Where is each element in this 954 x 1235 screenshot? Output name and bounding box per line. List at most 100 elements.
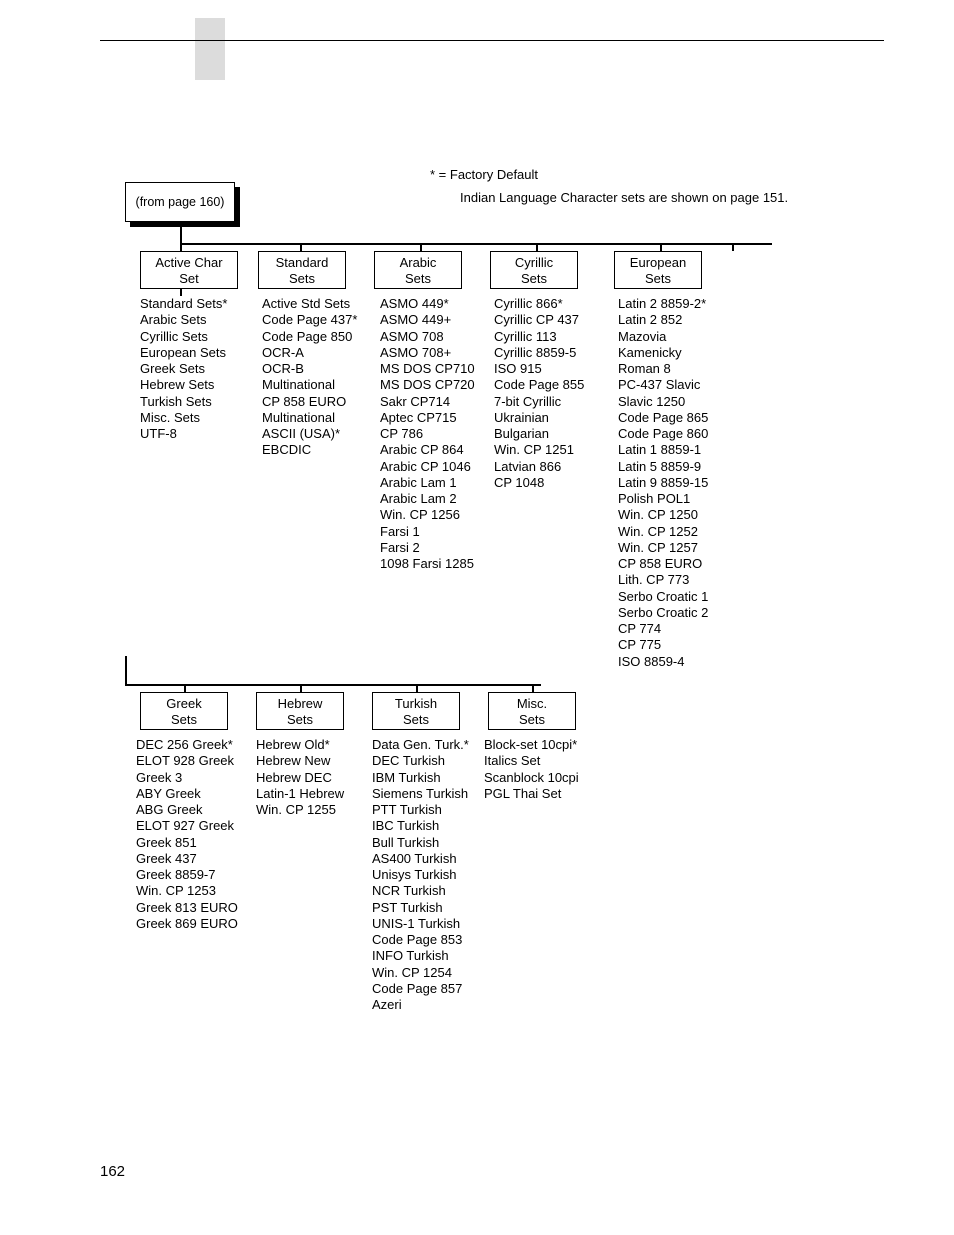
list-item: Multinational [262, 410, 357, 426]
list-item: Latin 2 852 [618, 312, 708, 328]
list-item: Cyrillic 866* [494, 296, 584, 312]
header-rule [100, 40, 884, 41]
row1-tick [300, 243, 302, 251]
row1-tick [420, 243, 422, 251]
list-item: CP 858 EURO [618, 556, 708, 572]
list-item: Turkish Sets [140, 394, 227, 410]
list-item: ASMO 449+ [380, 312, 475, 328]
box-line1: Hebrew [257, 696, 343, 712]
box-line2: Sets [375, 271, 461, 287]
from-page-label: (from page 160) [136, 195, 225, 209]
list-item: OCR-B [262, 361, 357, 377]
box-line1: Standard [259, 255, 345, 271]
list-item: Greek 869 EURO [136, 916, 238, 932]
list-item: Farsi 2 [380, 540, 475, 556]
list-item: Arabic Lam 1 [380, 475, 475, 491]
list-item: Azeri [372, 997, 469, 1013]
row2-list: Block-set 10cpi*Italics SetScanblock 10c… [484, 737, 579, 802]
list-item: Latvian 866 [494, 459, 584, 475]
from-page-box: (from page 160) [125, 182, 235, 222]
row2-box: HebrewSets [256, 692, 344, 730]
list-item: Code Page 855 [494, 377, 584, 393]
list-item: Arabic CP 1046 [380, 459, 475, 475]
list-item: PGL Thai Set [484, 786, 579, 802]
list-item: CP 786 [380, 426, 475, 442]
box-line1: Misc. [489, 696, 575, 712]
list-item: CP 1048 [494, 475, 584, 491]
list-item: Arabic Lam 2 [380, 491, 475, 507]
list-item: Hebrew DEC [256, 770, 344, 786]
list-item: Multinational [262, 377, 357, 393]
row1-box: Active CharSet [140, 251, 238, 289]
list-item: Latin 2 8859-2* [618, 296, 708, 312]
list-item: NCR Turkish [372, 883, 469, 899]
list-item: Siemens Turkish [372, 786, 469, 802]
row2-list: Data Gen. Turk.*DEC TurkishIBM TurkishSi… [372, 737, 469, 1013]
list-item: UNIS-1 Turkish [372, 916, 469, 932]
box-line2: Sets [491, 271, 577, 287]
list-item: Win. CP 1257 [618, 540, 708, 556]
list-item: Data Gen. Turk.* [372, 737, 469, 753]
list-item: ASMO 708 [380, 329, 475, 345]
list-item: ASMO 449* [380, 296, 475, 312]
list-item: ISO 8859-4 [618, 654, 708, 670]
list-item: Bulgarian [494, 426, 584, 442]
list-item: PC-437 Slavic [618, 377, 708, 393]
box-line1: Turkish [373, 696, 459, 712]
row1-list: Latin 2 8859-2*Latin 2 852MazoviaKamenic… [618, 296, 708, 670]
row1-tick [732, 243, 734, 251]
list-item: Farsi 1 [380, 524, 475, 540]
list-item: Standard Sets* [140, 296, 227, 312]
list-item: Cyrillic 113 [494, 329, 584, 345]
list-item: IBC Turkish [372, 818, 469, 834]
list-item: Greek 437 [136, 851, 238, 867]
row1-box: EuropeanSets [614, 251, 702, 289]
row1-tick [180, 243, 182, 251]
list-item: Code Page 865 [618, 410, 708, 426]
list-item: Active Std Sets [262, 296, 357, 312]
indian-lang-note: Indian Language Character sets are shown… [460, 190, 788, 205]
list-item: Unisys Turkish [372, 867, 469, 883]
list-item: UTF-8 [140, 426, 227, 442]
list-item: Code Page 437* [262, 312, 357, 328]
list-item: Hebrew Sets [140, 377, 227, 393]
row2-start-line [125, 656, 127, 685]
row2-tick [300, 684, 302, 692]
box-line2: Set [141, 271, 237, 287]
list-item: INFO Turkish [372, 948, 469, 964]
list-item: ELOT 927 Greek [136, 818, 238, 834]
list-item: Mazovia [618, 329, 708, 345]
list-item: Ukrainian [494, 410, 584, 426]
list-item: 7-bit Cyrillic [494, 394, 584, 410]
list-item: ABG Greek [136, 802, 238, 818]
list-item: Sakr CP714 [380, 394, 475, 410]
list-item: ELOT 928 Greek [136, 753, 238, 769]
list-item: Code Page 860 [618, 426, 708, 442]
list-item: Latin-1 Hebrew [256, 786, 344, 802]
row1-list: ASMO 449*ASMO 449+ASMO 708ASMO 708+MS DO… [380, 296, 475, 572]
list-item: Greek 3 [136, 770, 238, 786]
factory-default-note: * = Factory Default [430, 167, 538, 182]
list-item: Greek 8859-7 [136, 867, 238, 883]
list-item: AS400 Turkish [372, 851, 469, 867]
list-item: Latin 1 8859-1 [618, 442, 708, 458]
box-line1: Arabic [375, 255, 461, 271]
box-line2: Sets [489, 712, 575, 728]
list-item: Hebrew New [256, 753, 344, 769]
row1-box: CyrillicSets [490, 251, 578, 289]
list-item: Win. CP 1255 [256, 802, 344, 818]
box-line1: Active Char [141, 255, 237, 271]
list-item: Arabic CP 864 [380, 442, 475, 458]
row2-tick [532, 684, 534, 692]
row2-box: TurkishSets [372, 692, 460, 730]
list-item: ABY Greek [136, 786, 238, 802]
row2-tick [416, 684, 418, 692]
list-item: Bull Turkish [372, 835, 469, 851]
list-item: Aptec CP715 [380, 410, 475, 426]
page-number: 162 [100, 1163, 125, 1180]
list-item: 1098 Farsi 1285 [380, 556, 475, 572]
header-tab-decor [195, 18, 225, 80]
list-item: Greek 851 [136, 835, 238, 851]
row1-box: StandardSets [258, 251, 346, 289]
list-item: Win. CP 1250 [618, 507, 708, 523]
